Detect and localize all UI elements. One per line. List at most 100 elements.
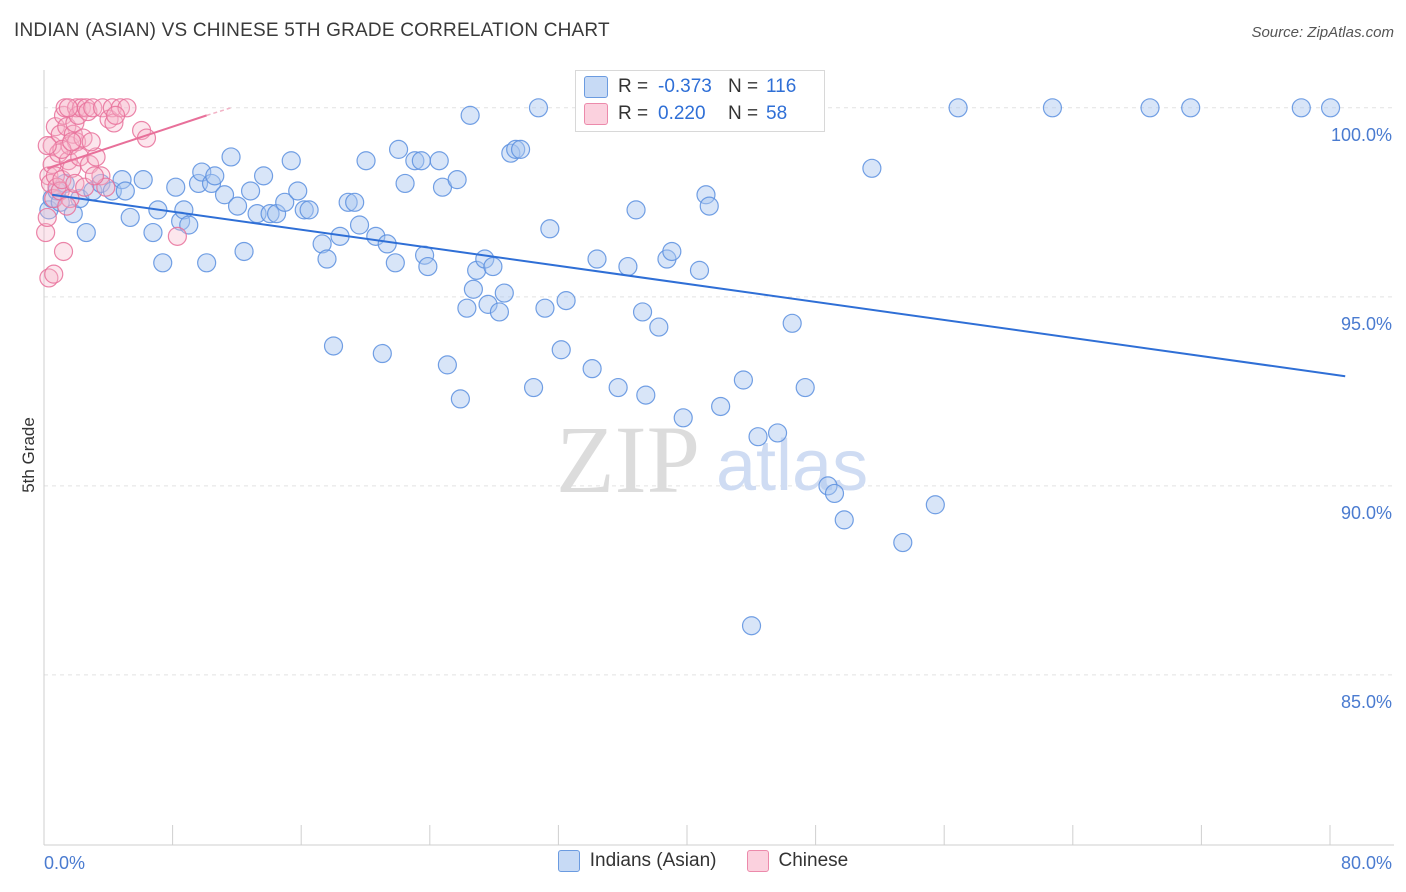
indian-point [429, 151, 449, 171]
indian-point [925, 495, 945, 515]
chinese-point [167, 226, 187, 246]
series-label-indians: Indians (Asian) [589, 850, 717, 871]
indian-point [188, 173, 209, 194]
indian-point [662, 241, 682, 262]
chinese-point [65, 173, 85, 194]
indian-point [395, 173, 415, 194]
series-legend-indians: Indians (Asian) [557, 850, 717, 872]
indian-point [179, 215, 199, 235]
indian-point [437, 355, 457, 375]
indian-point [197, 253, 217, 273]
y-tick-label: 100.0% [1331, 125, 1392, 145]
indian-point [275, 192, 295, 212]
y-tick-label: 85.0% [1341, 692, 1392, 712]
correlation-legend: R = -0.373 N = 116 R = 0.220 N = 58 [575, 70, 825, 132]
indian-point [411, 151, 431, 171]
indian-point [1042, 98, 1063, 118]
indian-point [450, 389, 470, 409]
indian-point [234, 241, 254, 262]
indian-point [349, 215, 370, 235]
indian-point [1181, 98, 1201, 118]
indian-point [689, 260, 710, 280]
axes: 85.0% 90.0% 95.0% 100.0% [43, 70, 1394, 846]
chinese-point [117, 98, 137, 118]
indian-point [120, 207, 140, 228]
indian-point [632, 302, 653, 322]
indian-trend-line [51, 193, 1346, 378]
indian-point [711, 396, 731, 417]
indian-point [818, 476, 838, 496]
indian-point [356, 151, 376, 171]
chinese-trend-extension [206, 107, 232, 117]
chinese-point [53, 241, 74, 262]
indian-point [478, 294, 498, 314]
trend-lines [46, 107, 1346, 378]
indian-point [1320, 98, 1341, 118]
indian-point [618, 256, 638, 277]
indian-point [587, 249, 607, 269]
watermark: ZIP atlas [556, 406, 868, 513]
indian-point [221, 147, 241, 167]
chinese-point [62, 132, 82, 152]
indian-point [862, 158, 882, 178]
indian-point [385, 253, 405, 273]
indian-point [317, 249, 337, 269]
indian-point [649, 317, 669, 337]
indian-point [1140, 98, 1160, 118]
legend-r-value: -0.373 [658, 76, 712, 97]
indian-point [372, 343, 392, 364]
x-tick-label-max: 80.0% [1341, 853, 1392, 873]
legend-n-value: 116 [766, 76, 797, 97]
legend-r-value: 0.220 [658, 103, 706, 124]
indian-point [506, 139, 526, 159]
y-axis-label: 5th Grade [19, 417, 38, 493]
indian-point [1291, 98, 1311, 118]
indian-point [540, 219, 560, 239]
watermark-atlas: atlas [716, 426, 868, 506]
indian-point [510, 139, 531, 159]
indian-point [463, 279, 483, 299]
legend-r-label: R = [618, 103, 649, 124]
y-tick-label: 90.0% [1341, 503, 1392, 523]
chinese-point [96, 177, 116, 197]
indian-point [636, 385, 656, 405]
indian-point [699, 196, 719, 216]
chinese-point [37, 207, 57, 228]
indian-point [767, 423, 788, 443]
series-swatch-indians [557, 850, 580, 872]
indian-point [673, 408, 693, 428]
indian-point [460, 105, 480, 125]
series-label-chinese: Chinese [778, 850, 849, 871]
indian-point [288, 181, 308, 201]
indian-point [294, 200, 314, 220]
indian-point [741, 616, 762, 636]
series-swatch-chinese [746, 850, 769, 872]
indian-point [528, 98, 549, 118]
indian-point [323, 336, 344, 356]
chinese-point [44, 264, 64, 284]
chinese-point [58, 98, 78, 118]
chinese-point [66, 98, 87, 118]
chinese-point [37, 136, 57, 156]
chinese-point [49, 143, 69, 163]
legend-n-value: 58 [766, 103, 788, 124]
chart-title: INDIAN (ASIAN) VS CHINESE 5TH GRADE CORR… [14, 20, 610, 41]
indian-point [582, 359, 602, 379]
indian-point [418, 256, 438, 277]
chinese-point [105, 105, 126, 125]
chinese-point [83, 98, 103, 118]
legend-n-label: N = [728, 76, 759, 97]
indian-point [377, 234, 397, 254]
legend-row-chinese: R = 0.220 N = 58 [584, 101, 787, 127]
chinese-point [79, 154, 100, 175]
indian-point [535, 298, 555, 318]
series-legend: Indians (Asian) Chinese [0, 850, 1406, 872]
indian-point [345, 192, 365, 212]
indian-point [551, 340, 571, 360]
indian-point [133, 170, 153, 190]
indian-point [489, 302, 510, 322]
series-legend-chinese: Chinese [746, 850, 849, 872]
indian-point [893, 532, 913, 553]
indian-point [240, 181, 261, 201]
